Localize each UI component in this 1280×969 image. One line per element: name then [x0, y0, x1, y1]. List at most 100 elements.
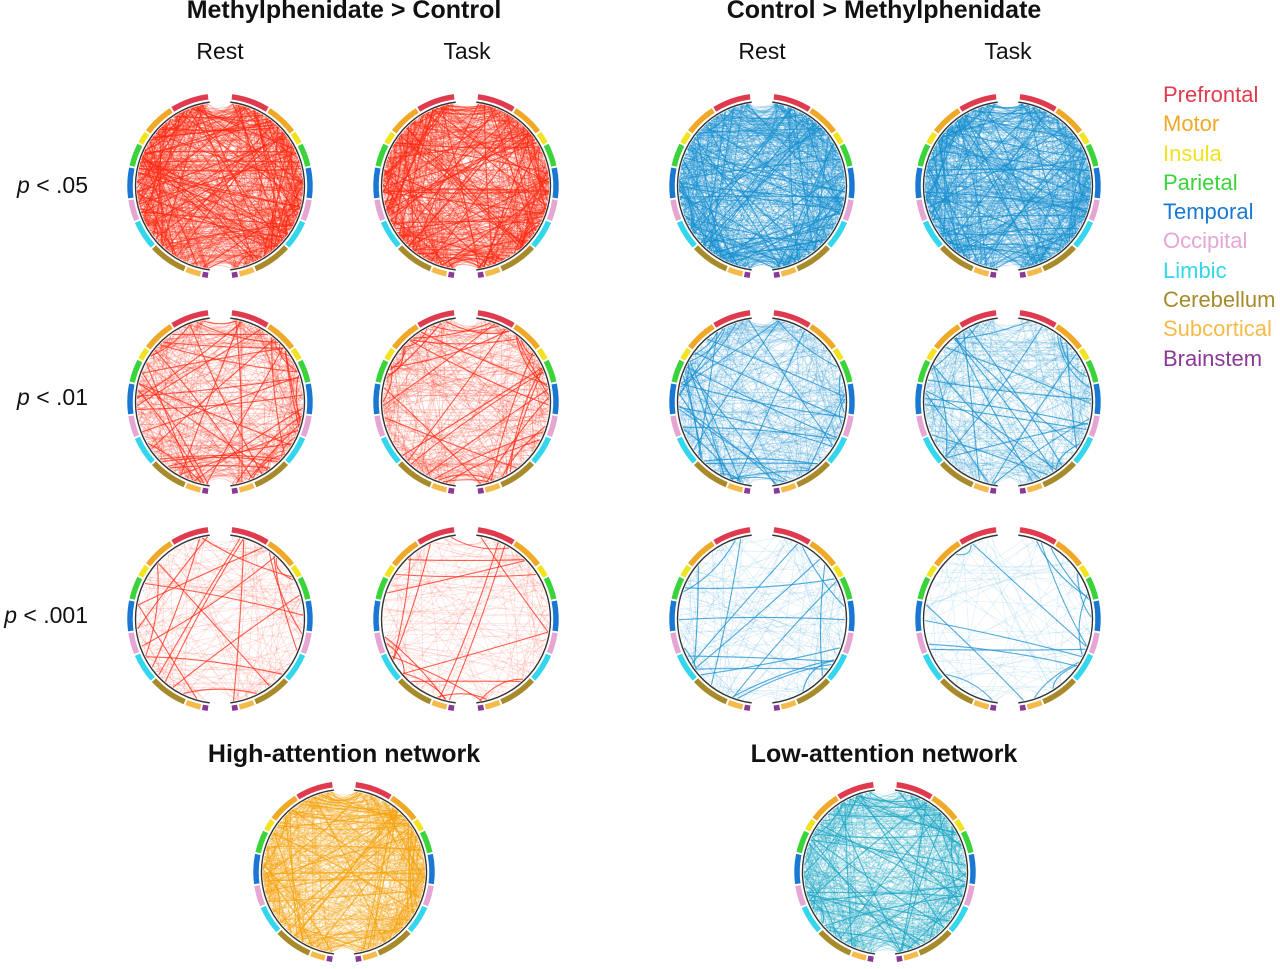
edge — [184, 475, 205, 484]
region-segment — [238, 699, 255, 710]
edge — [438, 450, 533, 481]
region-segment — [185, 482, 202, 493]
edge — [386, 376, 391, 433]
edge — [382, 139, 536, 187]
edge — [928, 163, 1088, 167]
edge — [682, 127, 822, 211]
edge — [679, 392, 845, 396]
edge — [927, 165, 980, 264]
edge — [489, 110, 501, 266]
edge — [787, 232, 831, 266]
edge — [414, 120, 518, 128]
edge — [811, 423, 843, 469]
region-segment — [384, 131, 396, 145]
edge — [925, 388, 937, 445]
edge — [957, 335, 1061, 343]
edge — [389, 651, 511, 690]
column-label-ctrl-task: Task — [984, 38, 1032, 64]
edge — [714, 117, 816, 127]
edge — [690, 117, 716, 229]
edge — [254, 179, 303, 262]
edge — [237, 539, 244, 701]
region-segment — [1085, 143, 1099, 167]
edge — [1083, 166, 1091, 194]
edge — [241, 321, 297, 436]
edge — [687, 582, 840, 650]
edge — [723, 104, 780, 260]
edge — [707, 339, 778, 484]
edge — [813, 206, 843, 251]
edge — [157, 346, 302, 418]
legend-item-occipital: Occipital — [1163, 228, 1248, 254]
region-segment — [151, 678, 186, 705]
region-segment — [127, 167, 135, 199]
edge — [1028, 144, 1081, 267]
edge — [387, 373, 396, 432]
edge — [987, 208, 1088, 267]
edge — [961, 117, 1079, 231]
edge — [387, 322, 493, 376]
edge — [713, 463, 811, 470]
connection-edges — [678, 536, 846, 702]
edge — [141, 213, 189, 263]
edge — [384, 566, 531, 602]
edge — [719, 114, 843, 208]
edge — [682, 425, 744, 484]
edge — [137, 114, 179, 199]
edge — [932, 365, 1065, 463]
edge — [678, 328, 724, 397]
edge — [685, 137, 830, 156]
edge — [979, 147, 1082, 265]
edge — [285, 351, 302, 421]
hemisphere-outline — [772, 101, 848, 271]
edge — [730, 108, 841, 215]
region-segment — [773, 527, 811, 545]
row-label-p-symbol: p — [17, 172, 30, 198]
edge — [776, 653, 838, 701]
edge — [833, 144, 844, 172]
row-label-threshold: < .001 — [17, 602, 88, 628]
edge — [678, 363, 690, 395]
region-segment — [847, 600, 855, 632]
connectogram-mph-task-p001 — [373, 527, 559, 711]
edge — [141, 133, 285, 214]
region-segment — [373, 167, 381, 199]
edge — [428, 544, 521, 558]
edge — [169, 683, 271, 685]
edge — [166, 122, 296, 153]
edge — [184, 256, 256, 262]
edge — [680, 622, 845, 635]
edge — [446, 210, 546, 268]
edge — [830, 139, 842, 212]
edge — [443, 406, 550, 483]
edge — [386, 110, 501, 162]
edge — [937, 116, 964, 230]
region-segment — [267, 108, 295, 134]
edge — [390, 564, 529, 586]
edge — [924, 368, 937, 408]
edge — [980, 107, 1036, 112]
hemisphere-outline — [676, 101, 752, 271]
region-segment — [551, 600, 559, 632]
edge — [706, 218, 839, 249]
edge — [928, 424, 975, 478]
edge — [968, 112, 1085, 153]
legend-item-motor: Motor — [1163, 111, 1220, 137]
edge — [286, 213, 299, 235]
edge — [232, 250, 272, 269]
edge — [699, 131, 818, 249]
edge — [418, 333, 534, 451]
edge — [729, 109, 794, 113]
edge — [185, 565, 285, 695]
edge — [729, 325, 845, 395]
edge — [932, 365, 1041, 480]
edge — [679, 173, 845, 176]
edge — [137, 182, 303, 186]
edge — [159, 344, 298, 373]
edge — [436, 108, 510, 258]
edge — [687, 148, 845, 193]
edge — [180, 321, 241, 476]
edge — [142, 322, 245, 373]
edge — [713, 118, 832, 141]
edge — [137, 396, 303, 415]
